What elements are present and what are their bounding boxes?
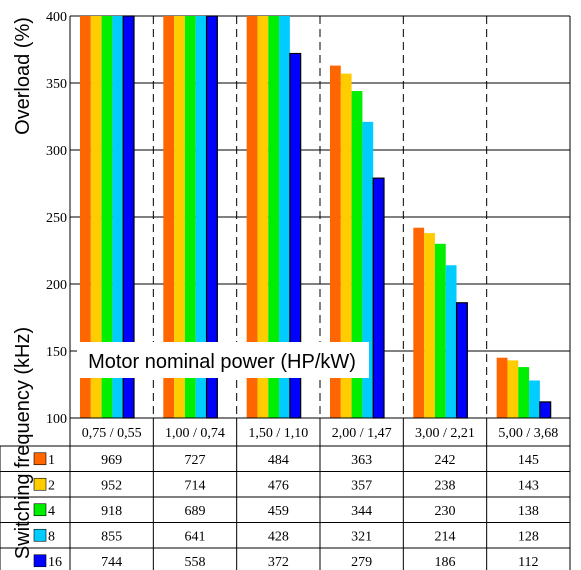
bar-2-5 — [507, 360, 519, 418]
bar-2-0 — [90, 16, 102, 418]
x-axis-label: Motor nominal power (HP/kW) — [88, 351, 356, 373]
table-cell: 112 — [518, 555, 538, 570]
switching-frequency-label: Switching frequency (kHz) — [12, 327, 34, 559]
table-cell: 952 — [101, 478, 122, 493]
bar-1-4 — [413, 227, 425, 418]
table-cell: 138 — [518, 504, 539, 519]
legend-label: 2 — [48, 478, 55, 493]
table-cell: 242 — [435, 453, 456, 468]
legend-label: 1 — [48, 453, 55, 468]
legend-label: 8 — [48, 529, 55, 544]
bar-1-0 — [80, 16, 91, 418]
y-tick-label: 150 — [46, 345, 67, 360]
table-cell: 363 — [351, 453, 372, 468]
bar-1-2 — [246, 16, 258, 418]
table-cell: 476 — [268, 478, 289, 493]
table-cell: 714 — [185, 478, 206, 493]
table-cell: 186 — [435, 555, 456, 570]
bar-8-1 — [195, 16, 207, 418]
legend-swatch-1 — [33, 452, 47, 466]
bar-4-3 — [351, 91, 363, 418]
bar-8-2 — [279, 16, 290, 418]
y-tick-label: 200 — [46, 278, 67, 293]
table-cell: 484 — [268, 453, 289, 468]
bar-2-4 — [424, 233, 435, 418]
table-cell: 372 — [268, 555, 289, 570]
y-tick-label: 300 — [46, 144, 67, 159]
bar-8-4 — [445, 265, 457, 418]
legend-label: 4 — [48, 504, 55, 519]
bar-1-5 — [496, 357, 508, 418]
y-axis-label: Overload (%) — [12, 17, 34, 135]
table-cell: 143 — [518, 478, 539, 493]
table-cell: 744 — [101, 555, 122, 570]
y-tick-label: 350 — [46, 77, 67, 92]
bar-1-1 — [163, 16, 175, 418]
table-cell: 357 — [351, 478, 372, 493]
bar-16-4 — [455, 302, 468, 419]
bar-2-1 — [174, 16, 185, 418]
table-cell: 969 — [101, 453, 122, 468]
legend-label: 16 — [48, 555, 62, 570]
bar-16-5 — [539, 401, 552, 419]
table-cell: 428 — [268, 529, 289, 544]
y-tick-label: 400 — [46, 10, 67, 25]
legend-swatch-2 — [33, 477, 47, 491]
bar-4-4 — [434, 243, 446, 418]
bar-1-3 — [330, 65, 341, 418]
table-cell: 459 — [268, 504, 289, 519]
bar-4-1 — [184, 16, 196, 418]
table-cell: 558 — [185, 555, 206, 570]
bar-8-0 — [112, 16, 124, 418]
bar-4-5 — [518, 367, 530, 418]
x-tick-label: 2,00 / 1,47 — [332, 426, 392, 441]
data-table: 0,75 / 0,55 1,00 / 0,74 1,50 / 1,10 2,00 / … — [0, 417, 571, 570]
bar-8-5 — [529, 380, 540, 418]
bar-4-0 — [101, 16, 113, 418]
table-cell: 321 — [351, 529, 372, 544]
table-cell: 230 — [435, 504, 456, 519]
table-cell: 344 — [351, 504, 372, 519]
legend-swatch-16 — [33, 554, 47, 568]
x-tick-label: 0,75 / 0,55 — [82, 426, 142, 441]
x-axis-label-box — [77, 342, 369, 378]
table-cell: 727 — [185, 453, 206, 468]
legend-swatch-4 — [33, 503, 47, 517]
table-cell: 641 — [185, 529, 206, 544]
x-tick-label: 5,00 / 3,68 — [498, 426, 558, 441]
bar-2-2 — [257, 16, 269, 418]
x-tick-label: 1,00 / 0,74 — [165, 426, 225, 441]
table-cell: 238 — [435, 478, 456, 493]
bar-2-3 — [340, 73, 352, 419]
table-cell: 855 — [101, 529, 122, 544]
y-tick-label: 250 — [46, 211, 67, 226]
table-cell: 214 — [435, 529, 456, 544]
bar-8-3 — [362, 121, 374, 419]
table-cell: 145 — [518, 453, 539, 468]
y-tick-label: 100 — [46, 412, 67, 427]
table-cell: 279 — [351, 555, 372, 570]
legend-swatch-8 — [33, 528, 47, 542]
x-tick-label: 3,00 / 2,21 — [415, 426, 475, 441]
x-tick-label: 1,50 / 1,10 — [248, 426, 308, 441]
axes: 100 150 200 250 300 350 400 — [46, 10, 571, 427]
table-cell: 689 — [185, 504, 206, 519]
bar-16-3 — [372, 177, 385, 419]
bars — [80, 15, 552, 419]
bar-4-2 — [268, 16, 280, 418]
table-cell: 128 — [518, 529, 539, 544]
table-cell: 918 — [101, 504, 122, 519]
